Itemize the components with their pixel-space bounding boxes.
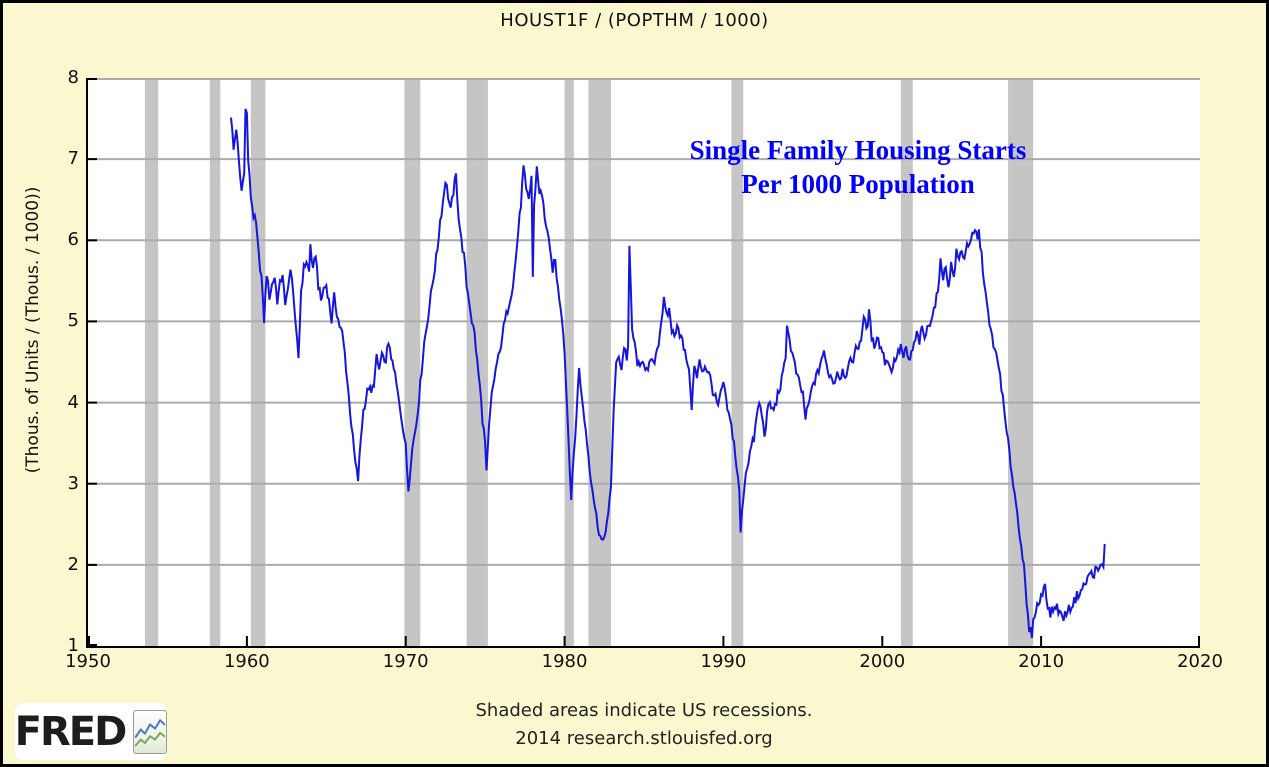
x-tick-label: 1980 bbox=[541, 651, 588, 672]
y-tick-label: 1 bbox=[67, 635, 79, 656]
y-tick-label: 7 bbox=[67, 148, 79, 170]
y-tick-label: 2 bbox=[67, 553, 79, 575]
annotation-line-2: Per 1000 Population bbox=[741, 169, 975, 199]
source-note: 2014 research.stlouisfed.org bbox=[515, 728, 773, 749]
recession-note: Shaded areas indicate US recessions. bbox=[475, 700, 813, 721]
y-tick-label: 5 bbox=[67, 310, 79, 332]
x-tick-label: 2000 bbox=[859, 651, 906, 672]
chart-title: HOUST1F / (POPTHM / 1000) bbox=[500, 10, 769, 31]
x-tick-label: 1960 bbox=[223, 651, 270, 672]
annotation-line-1: Single Family Housing Starts bbox=[689, 135, 1027, 165]
fred-logo-text: FRED bbox=[14, 708, 128, 755]
y-tick-label: 8 bbox=[67, 67, 79, 88]
chart-annotation: Single Family Housing Starts Per 1000 Po… bbox=[690, 133, 1027, 201]
y-tick-label: 3 bbox=[67, 472, 79, 494]
footer-note: Shaded areas indicate US recessions. 201… bbox=[88, 697, 1200, 753]
x-tick-label: 1990 bbox=[700, 651, 747, 672]
x-tick-label: 2010 bbox=[1018, 651, 1065, 672]
x-tick-label: 2020 bbox=[1177, 651, 1223, 672]
y-axis-title: (Thous. of Units / (Thous. / 1000)) bbox=[23, 186, 43, 474]
plot-area bbox=[86, 78, 1200, 648]
fred-logo[interactable]: FRED bbox=[14, 703, 168, 760]
x-tick-label: 1950 bbox=[65, 651, 111, 672]
x-tick-label: 1970 bbox=[382, 651, 429, 672]
fred-chart-icon bbox=[133, 709, 168, 754]
y-tick-label: 6 bbox=[67, 229, 79, 251]
y-tick-label: 4 bbox=[67, 391, 79, 413]
plot-canvas bbox=[88, 78, 1200, 646]
